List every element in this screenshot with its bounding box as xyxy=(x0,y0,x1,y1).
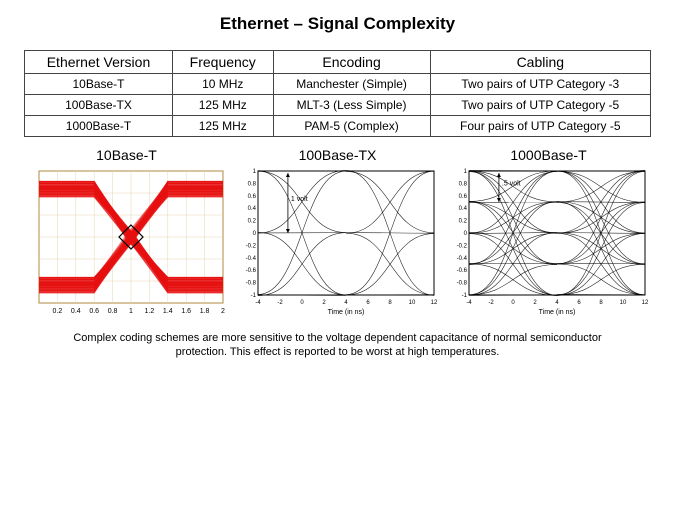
cell: 1000Base-T xyxy=(25,116,173,137)
chart-title: 100Base-TX xyxy=(235,147,440,163)
cell: Two pairs of UTP Category -5 xyxy=(430,95,650,116)
svg-text:12: 12 xyxy=(430,300,437,306)
table-row: 10Base-T 10 MHz Manchester (Simple) Two … xyxy=(25,74,651,95)
svg-text:0: 0 xyxy=(252,231,256,237)
svg-text:-1: -1 xyxy=(461,293,467,299)
svg-text:0.4: 0.4 xyxy=(247,206,256,212)
cell: 125 MHz xyxy=(172,95,273,116)
table-row: 100Base-TX 125 MHz MLT-3 (Less Simple) T… xyxy=(25,95,651,116)
svg-text:Time (in ns): Time (in ns) xyxy=(327,309,364,316)
svg-text:10: 10 xyxy=(619,300,626,306)
charts-row: 10Base-T 0.2 0.4 0.6 0.8 1 1.2 1.4 1.6 1.8 2 100B… xyxy=(24,147,651,317)
svg-text:Time (in ns): Time (in ns) xyxy=(538,309,575,316)
chart-col-100base: 100Base-TX -1 -0.8 -0.6 -0.4 -0.2 0 0.2 0.4 0.6 0… xyxy=(235,147,440,317)
svg-text:1.2: 1.2 xyxy=(144,308,154,315)
svg-text:0.2: 0.2 xyxy=(458,219,467,225)
svg-text:2: 2 xyxy=(221,308,225,315)
svg-text:0.2: 0.2 xyxy=(52,308,62,315)
cell: 10 MHz xyxy=(172,74,273,95)
cell: 100Base-TX xyxy=(25,95,173,116)
chart-col-1000base: 1000Base-T -1 -0.8 -0.6 -0.4 -0.2 0 0.2 0.4 0.6 0… xyxy=(446,147,651,317)
svg-text:0.8: 0.8 xyxy=(458,181,467,187)
svg-text:-2: -2 xyxy=(488,300,494,306)
eye-diagram-100base: -1 -0.8 -0.6 -0.4 -0.2 0 0.2 0.4 0.6 0.8 1 -4 -2 0 2 4 6… xyxy=(238,167,438,317)
svg-text:1 volt: 1 volt xyxy=(290,196,307,203)
col-header: Frequency xyxy=(172,51,273,74)
col-header: Encoding xyxy=(273,51,430,74)
svg-text:1: 1 xyxy=(463,169,467,175)
svg-text:0.2: 0.2 xyxy=(247,219,256,225)
caption-text: Complex coding schemes are more sensitiv… xyxy=(24,331,651,360)
svg-text:0.8: 0.8 xyxy=(247,181,256,187)
table-row: 1000Base-T 125 MHz PAM-5 (Complex) Four … xyxy=(25,116,651,137)
svg-text:0: 0 xyxy=(511,300,515,306)
svg-text:1.8: 1.8 xyxy=(199,308,209,315)
svg-text:4: 4 xyxy=(555,300,559,306)
cell: Manchester (Simple) xyxy=(273,74,430,95)
svg-text:0.4: 0.4 xyxy=(458,206,467,212)
cell: 10Base-T xyxy=(25,74,173,95)
svg-text:1.4: 1.4 xyxy=(162,308,172,315)
col-header: Cabling xyxy=(430,51,650,74)
svg-text:-2: -2 xyxy=(277,300,283,306)
cell: 125 MHz xyxy=(172,116,273,137)
page: Ethernet – Signal Complexity Ethernet Ve… xyxy=(0,0,675,506)
svg-text:-1: -1 xyxy=(250,293,256,299)
svg-text:8: 8 xyxy=(599,300,603,306)
svg-text:8: 8 xyxy=(388,300,392,306)
svg-text:-0.4: -0.4 xyxy=(245,256,256,262)
svg-text:4: 4 xyxy=(344,300,348,306)
svg-text:0.6: 0.6 xyxy=(247,194,256,200)
svg-text:-4: -4 xyxy=(255,300,261,306)
cell: Two pairs of UTP Category -3 xyxy=(430,74,650,95)
table-header-row: Ethernet Version Frequency Encoding Cabl… xyxy=(25,51,651,74)
svg-text:-0.6: -0.6 xyxy=(456,268,467,274)
svg-text:12: 12 xyxy=(641,300,648,306)
svg-text:0.6: 0.6 xyxy=(89,308,99,315)
svg-text:1: 1 xyxy=(252,169,256,175)
svg-text:-0.2: -0.2 xyxy=(245,243,256,249)
chart-title: 10Base-T xyxy=(24,147,229,163)
svg-text:0.6: 0.6 xyxy=(458,194,467,200)
svg-text:-4: -4 xyxy=(466,300,472,306)
svg-text:6: 6 xyxy=(577,300,581,306)
svg-text:2: 2 xyxy=(322,300,326,306)
svg-text:1.6: 1.6 xyxy=(181,308,191,315)
svg-text:-0.4: -0.4 xyxy=(456,256,467,262)
svg-text:.5 volt: .5 volt xyxy=(501,181,520,188)
svg-text:0.4: 0.4 xyxy=(70,308,80,315)
svg-text:1: 1 xyxy=(129,308,133,315)
svg-text:2: 2 xyxy=(533,300,537,306)
svg-text:-0.6: -0.6 xyxy=(245,268,256,274)
cell: PAM-5 (Complex) xyxy=(273,116,430,137)
page-title: Ethernet – Signal Complexity xyxy=(24,14,651,34)
svg-text:-0.8: -0.8 xyxy=(245,281,256,287)
eye-diagram-1000base: -1 -0.8 -0.6 -0.4 -0.2 0 0.2 0.4 0.6 0.8 1 -4 -2 0 2 4 6… xyxy=(449,167,649,317)
svg-text:0: 0 xyxy=(300,300,304,306)
svg-text:10: 10 xyxy=(408,300,415,306)
svg-text:0: 0 xyxy=(463,231,467,237)
svg-text:-0.8: -0.8 xyxy=(456,281,467,287)
svg-text:6: 6 xyxy=(366,300,370,306)
cell: MLT-3 (Less Simple) xyxy=(273,95,430,116)
ethernet-table: Ethernet Version Frequency Encoding Cabl… xyxy=(24,50,651,137)
eye-diagram-10base: 0.2 0.4 0.6 0.8 1 1.2 1.4 1.6 1.8 2 xyxy=(27,167,227,317)
chart-col-10base: 10Base-T 0.2 0.4 0.6 0.8 1 1.2 1.4 1.6 1.8 2 xyxy=(24,147,229,317)
svg-text:0.8: 0.8 xyxy=(107,308,117,315)
col-header: Ethernet Version xyxy=(25,51,173,74)
svg-text:-0.2: -0.2 xyxy=(456,243,467,249)
cell: Four pairs of UTP Category -5 xyxy=(430,116,650,137)
chart-title: 1000Base-T xyxy=(446,147,651,163)
